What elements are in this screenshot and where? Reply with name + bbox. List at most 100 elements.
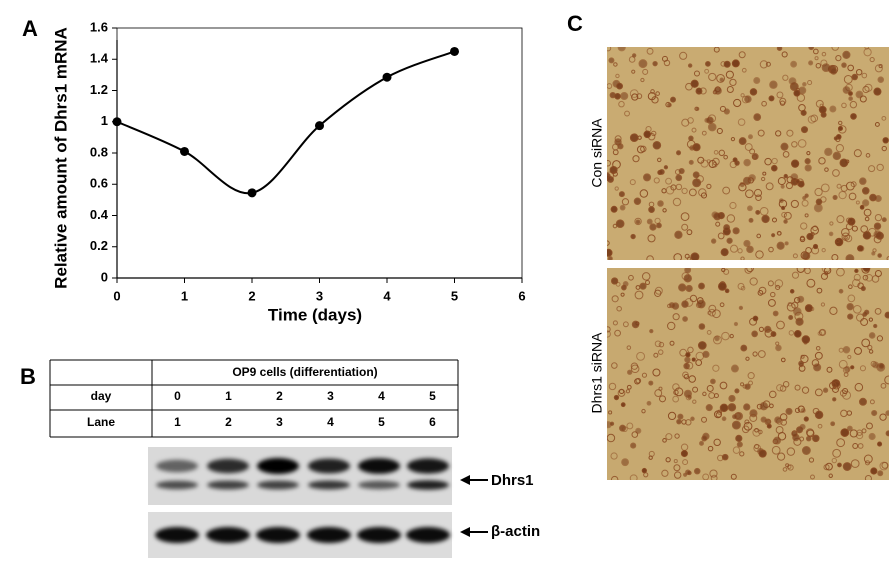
cell [646, 400, 652, 406]
cell [863, 309, 870, 315]
cell [832, 169, 840, 177]
cell [791, 271, 800, 279]
cell [607, 256, 613, 260]
cell [814, 388, 823, 397]
cell [685, 361, 694, 370]
cell [713, 212, 722, 221]
cell [863, 454, 873, 464]
cell [696, 175, 704, 183]
cell [615, 219, 625, 229]
table-cell: 2 [225, 415, 232, 429]
cell [814, 56, 819, 61]
cell [716, 74, 726, 83]
cell [758, 326, 765, 332]
cell [700, 192, 708, 199]
cell [639, 189, 649, 198]
cell [832, 448, 842, 458]
cell [842, 50, 851, 59]
cell [744, 268, 753, 274]
cell [654, 389, 663, 398]
cell [749, 413, 758, 422]
cell [653, 177, 660, 184]
x-tick-label: 0 [113, 288, 120, 303]
cell [793, 307, 802, 316]
cell [884, 311, 889, 319]
cell [719, 381, 728, 390]
cell [799, 423, 806, 430]
cell [820, 196, 827, 203]
cell [612, 171, 618, 177]
cell [764, 328, 774, 338]
cell [868, 332, 876, 339]
cell [719, 302, 725, 308]
cell [607, 330, 611, 338]
cell [748, 380, 753, 386]
band [357, 527, 401, 543]
cell [708, 304, 717, 313]
cell [755, 209, 761, 215]
cell [648, 450, 655, 457]
cell [663, 165, 669, 170]
plot-frame [116, 27, 523, 279]
cell [635, 219, 641, 225]
cell [877, 441, 883, 447]
cell [790, 173, 799, 182]
cell [868, 432, 876, 441]
table-cell: 1 [225, 389, 232, 403]
table-cell: 0 [174, 389, 181, 403]
cell [786, 129, 794, 137]
x-tick-label: 1 [181, 288, 188, 303]
cell [784, 241, 789, 246]
cell [779, 385, 787, 392]
y-tick-label: 1.4 [90, 51, 109, 66]
cell [840, 428, 850, 437]
cell [621, 198, 630, 206]
cell [673, 459, 678, 464]
cell [759, 401, 769, 411]
cell [737, 118, 746, 126]
cell [731, 420, 741, 430]
table-cell: 1 [174, 415, 181, 429]
cell [721, 331, 730, 341]
cell [607, 160, 612, 167]
cell [769, 80, 778, 89]
cell [802, 195, 807, 201]
cell [652, 141, 662, 150]
cell [851, 225, 858, 232]
cell [760, 416, 767, 423]
cell [862, 274, 869, 281]
table-cell: 3 [276, 415, 283, 429]
cell [838, 190, 847, 200]
cell [662, 438, 667, 443]
cell [681, 419, 687, 425]
cell [643, 130, 652, 139]
cell [712, 364, 720, 372]
cell [640, 77, 645, 83]
cell [629, 179, 636, 186]
cell [861, 186, 870, 195]
cell [848, 96, 853, 101]
cell [776, 241, 785, 250]
cell [753, 113, 762, 122]
cell [692, 171, 700, 179]
band [257, 480, 299, 490]
cell [829, 105, 837, 113]
cell [625, 389, 631, 394]
cell [642, 68, 649, 75]
cell [672, 313, 680, 321]
cell [726, 86, 734, 94]
cell [800, 222, 808, 230]
arrowhead [460, 527, 470, 537]
cell [788, 77, 797, 86]
cell [621, 458, 630, 467]
cell [755, 194, 762, 202]
cell [801, 199, 809, 207]
cell [869, 193, 877, 202]
cell [854, 382, 864, 392]
cell [868, 165, 876, 173]
cell [796, 268, 805, 273]
cell [821, 247, 826, 253]
cell [874, 64, 883, 73]
cell [674, 230, 683, 239]
cell [810, 226, 819, 235]
